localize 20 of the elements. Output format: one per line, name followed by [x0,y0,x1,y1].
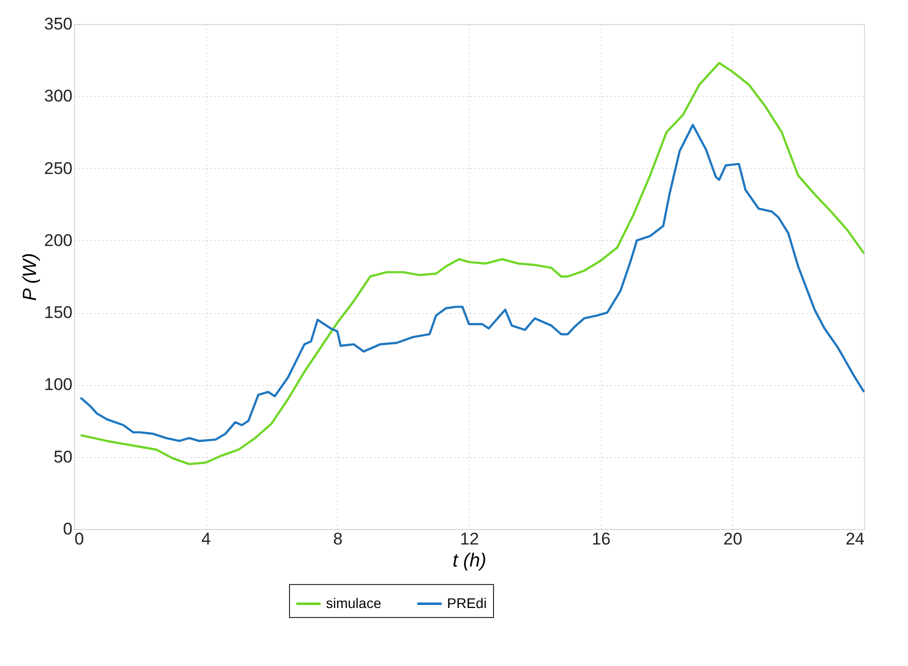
x-tick-label: 8 [333,530,343,548]
legend-label: PREdi [447,594,487,611]
x-tick-label: 20 [723,530,742,548]
y-axis-title: P (W) [20,253,42,301]
x-tick-label: 24 [846,530,864,548]
y-tick-label: 50 [54,447,72,466]
legend-label: simulace [326,594,382,611]
y-tick-label: 150 [44,303,72,322]
x-tick-label: 16 [592,530,611,548]
y-tick-label: 100 [44,375,72,394]
y-tick-label: 250 [44,158,72,178]
line-series [79,62,866,466]
y-tick-label: 200 [44,230,72,250]
y-tick-label: 350 [44,14,72,34]
y-tick-label: 300 [44,86,72,106]
line-series [79,124,866,442]
x-axis-title: t (h) [452,550,486,572]
x-tick-label: 4 [201,530,211,548]
x-tick-label: 0 [74,530,84,548]
x-tick-label: 12 [460,530,479,548]
